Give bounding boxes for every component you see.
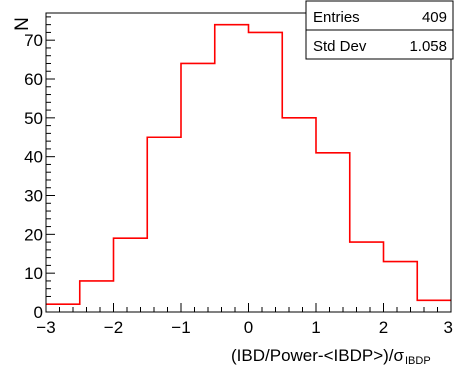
x-tick-label: 3 xyxy=(444,318,453,337)
y-tick-label: 60 xyxy=(24,70,43,89)
y-tick-label: 20 xyxy=(24,225,43,244)
stats-entries-label: Entries xyxy=(313,9,360,26)
x-tick-label: 1 xyxy=(311,318,320,337)
y-tick-label: 70 xyxy=(24,31,43,50)
x-axis-label-main: (IBD/Power-<IBDP>)/σ xyxy=(231,346,404,365)
x-tick-label: −1 xyxy=(171,318,190,337)
axis-ticks xyxy=(45,16,452,313)
x-tick-label: 2 xyxy=(379,318,388,337)
x-tick-label: −2 xyxy=(104,318,123,337)
x-axis-label-subscript: IBDP xyxy=(405,355,431,367)
stats-stddev-label: Std Dev xyxy=(313,38,367,55)
y-tick-label: 30 xyxy=(24,187,43,206)
y-axis-label: N xyxy=(12,17,33,31)
x-tick-label: −3 xyxy=(36,318,55,337)
x-tick-label: 0 xyxy=(244,318,253,337)
histogram-line xyxy=(46,23,451,306)
plot-frame xyxy=(45,12,452,313)
stats-box: Entries 409 Std Dev 1.058 xyxy=(305,0,454,60)
stats-stddev-value: 1.058 xyxy=(409,38,447,55)
y-tick-label: 40 xyxy=(24,148,43,167)
y-tick-label: 50 xyxy=(24,109,43,128)
x-axis-label: (IBD/Power-<IBDP>)/σ xyxy=(231,346,404,365)
y-tick-label: 10 xyxy=(24,264,43,283)
stats-entries-value: 409 xyxy=(422,9,447,26)
y-tick-label: 0 xyxy=(34,303,43,322)
